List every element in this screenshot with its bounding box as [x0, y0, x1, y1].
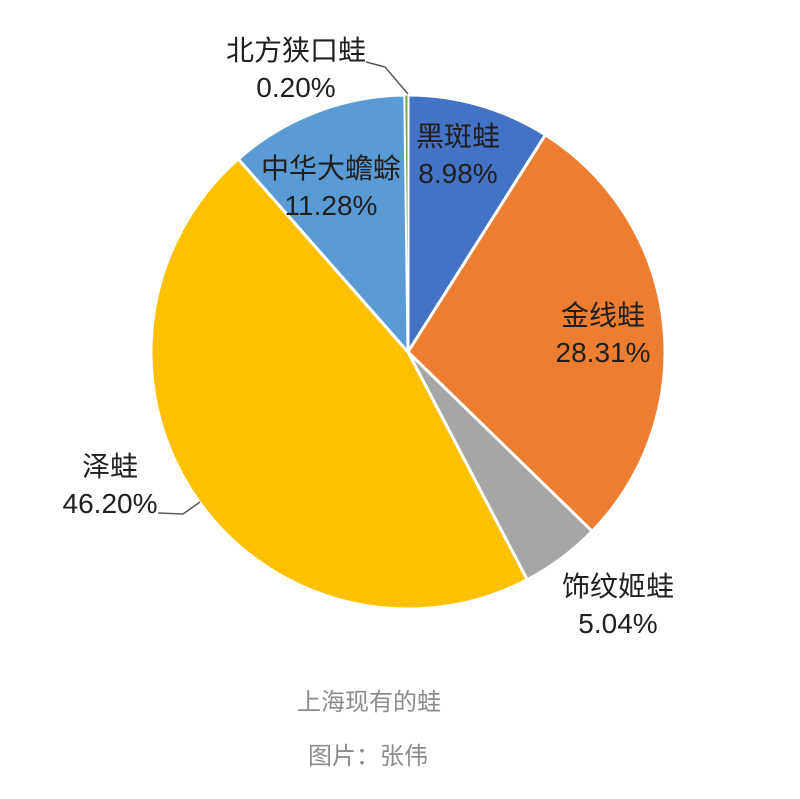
slice-category-name: 泽蛙 [81, 451, 138, 482]
slice-label-2: 饰纹姬蛙 5.04% [562, 568, 674, 642]
pie-slice-4 [236, 93, 410, 354]
image-credit: 图片：张伟 [308, 743, 428, 770]
slice-percent-value: 8.98% [418, 158, 498, 189]
pie-slice-3 [149, 157, 529, 611]
slice-category-name: 中华大蟾蜍 [260, 153, 402, 184]
slice-label-0: 黑斑蛙 8.98% [416, 118, 500, 192]
slice-percent-value: 0.20% [256, 72, 336, 103]
slice-percent-value: 5.04% [578, 608, 658, 639]
pie-slice-5 [404, 94, 409, 353]
slice-label-4: 中华大蟾蜍 11.28% [261, 150, 401, 224]
pie-slice-1 [406, 133, 667, 533]
chart-title: 上海现有的蛙 [297, 689, 441, 716]
slice-category-name: 北方狭口蛙 [225, 35, 367, 66]
slice-label-5: 北方狭口蛙 0.20% [226, 32, 366, 106]
leader-line-3 [157, 501, 201, 515]
slice-category-name: 饰纹姬蛙 [561, 571, 675, 602]
leader-line-5 [365, 61, 409, 95]
slice-label-3: 泽蛙 46.20% [63, 448, 158, 522]
slice-category-name: 金线蛙 [560, 300, 645, 331]
slice-label-1: 金线蛙 28.31% [556, 297, 651, 371]
pie-slice-0 [406, 93, 547, 354]
slice-percent-value: 11.28% [284, 190, 378, 221]
slice-category-name: 黑斑蛙 [415, 121, 501, 152]
slice-percent-value: 46.20% [62, 488, 158, 519]
slice-percent-value: 28.31% [555, 337, 651, 368]
